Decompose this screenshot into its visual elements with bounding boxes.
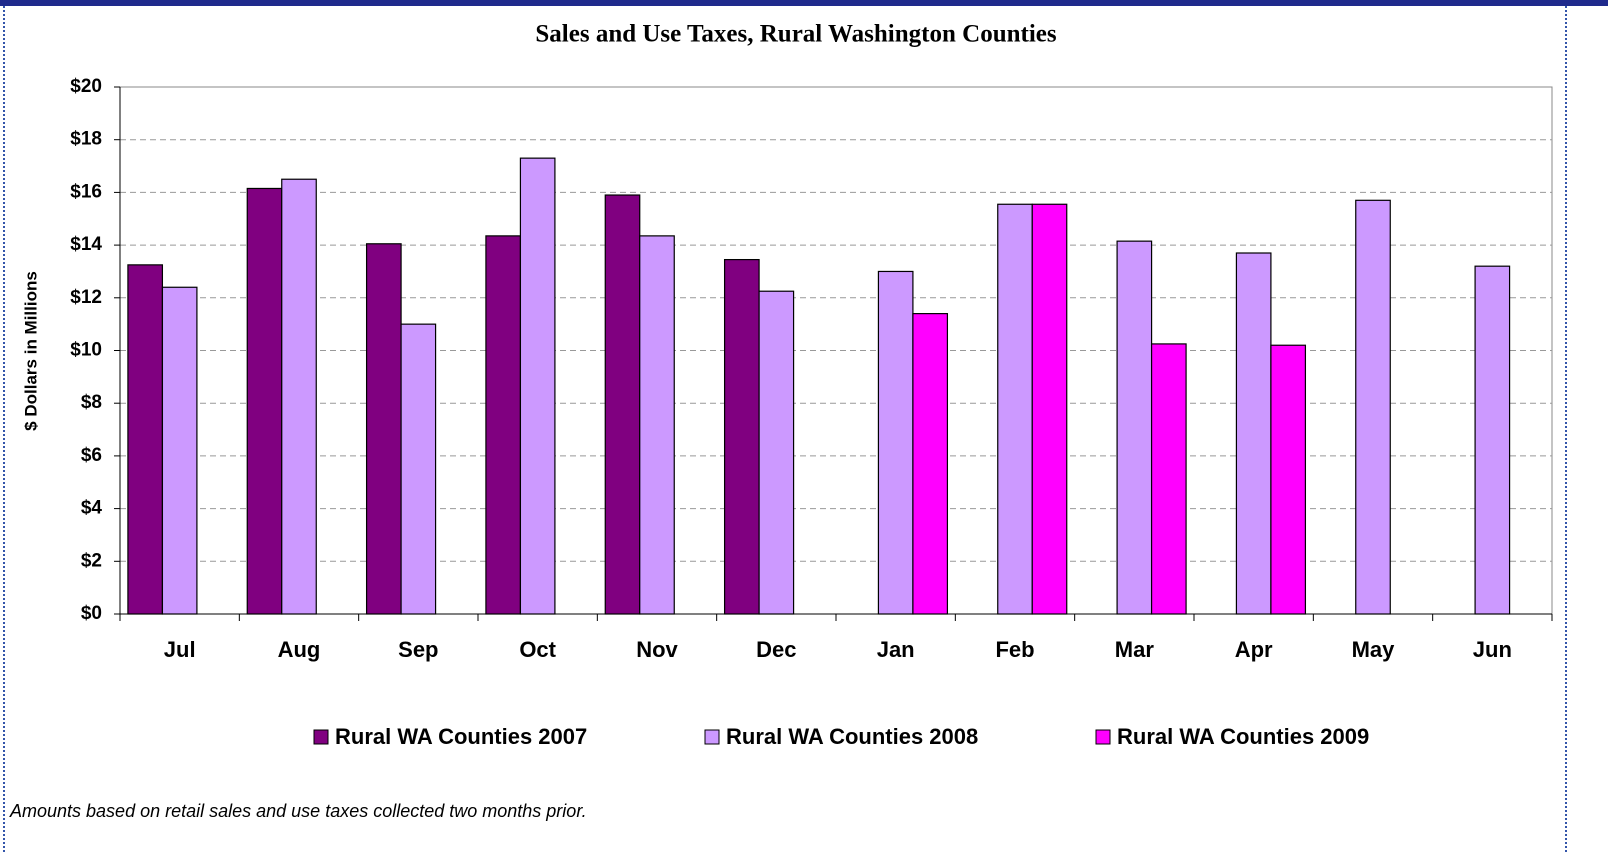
y-tick-label: $8 (81, 392, 102, 413)
x-tick-label: Nov (636, 637, 678, 662)
bar (877, 270, 914, 615)
y-tick-label: $18 (70, 129, 102, 150)
x-tick-label: Aug (278, 637, 321, 662)
y-tick-label: $0 (81, 603, 102, 624)
x-tick-label: Sep (398, 637, 438, 662)
y-tick-label: $6 (81, 445, 102, 466)
bar (997, 203, 1033, 615)
footnote: Amounts based on retail sales and use ta… (9, 801, 587, 821)
x-tick-label: Feb (995, 637, 1034, 662)
bar (127, 264, 164, 615)
bar (1235, 252, 1272, 615)
bar (281, 178, 317, 615)
bar (1355, 199, 1391, 615)
x-tick-label: Mar (1115, 637, 1155, 662)
y-tick-label: $14 (70, 234, 102, 255)
bar (1116, 240, 1153, 615)
x-tick-label: Jun (1473, 637, 1512, 662)
legend-swatch (704, 729, 720, 745)
x-tick-label: May (1352, 637, 1396, 662)
bar (365, 243, 402, 615)
x-tick-label: Jul (164, 637, 196, 662)
bar (246, 187, 283, 615)
bar (1474, 265, 1511, 615)
bar (912, 313, 949, 615)
bar (1270, 344, 1307, 615)
bar (604, 194, 641, 615)
y-tick-label: $10 (70, 340, 102, 361)
x-tick-label: Jan (877, 637, 915, 662)
top-border (0, 0, 1608, 6)
bar (758, 290, 795, 615)
y-tick-label: $12 (70, 287, 102, 308)
legend-swatch (1095, 729, 1111, 745)
y-tick-label: $4 (81, 498, 103, 519)
x-tick-label: Oct (519, 637, 556, 662)
bar (723, 258, 760, 615)
bar (161, 286, 198, 615)
bar (485, 235, 522, 615)
legend-label: Rural WA Counties 2008 (726, 724, 978, 749)
bar (639, 235, 675, 615)
y-tick-label: $20 (70, 76, 102, 97)
y-tick-label: $2 (81, 550, 102, 571)
y-tick-label: $16 (70, 181, 102, 202)
legend-swatch (313, 729, 329, 745)
legend-label: Rural WA Counties 2007 (335, 724, 587, 749)
chart-title: Sales and Use Taxes, Rural Washington Co… (535, 21, 1056, 48)
bar (400, 323, 437, 615)
x-tick-label: Dec (756, 637, 796, 662)
legend-label: Rural WA Counties 2009 (1117, 724, 1369, 749)
bar (1150, 343, 1187, 615)
bar (1031, 203, 1068, 615)
y-axis-title: $ Dollars in Millions (21, 271, 40, 431)
bar (519, 157, 556, 615)
x-tick-label: Apr (1235, 637, 1273, 662)
